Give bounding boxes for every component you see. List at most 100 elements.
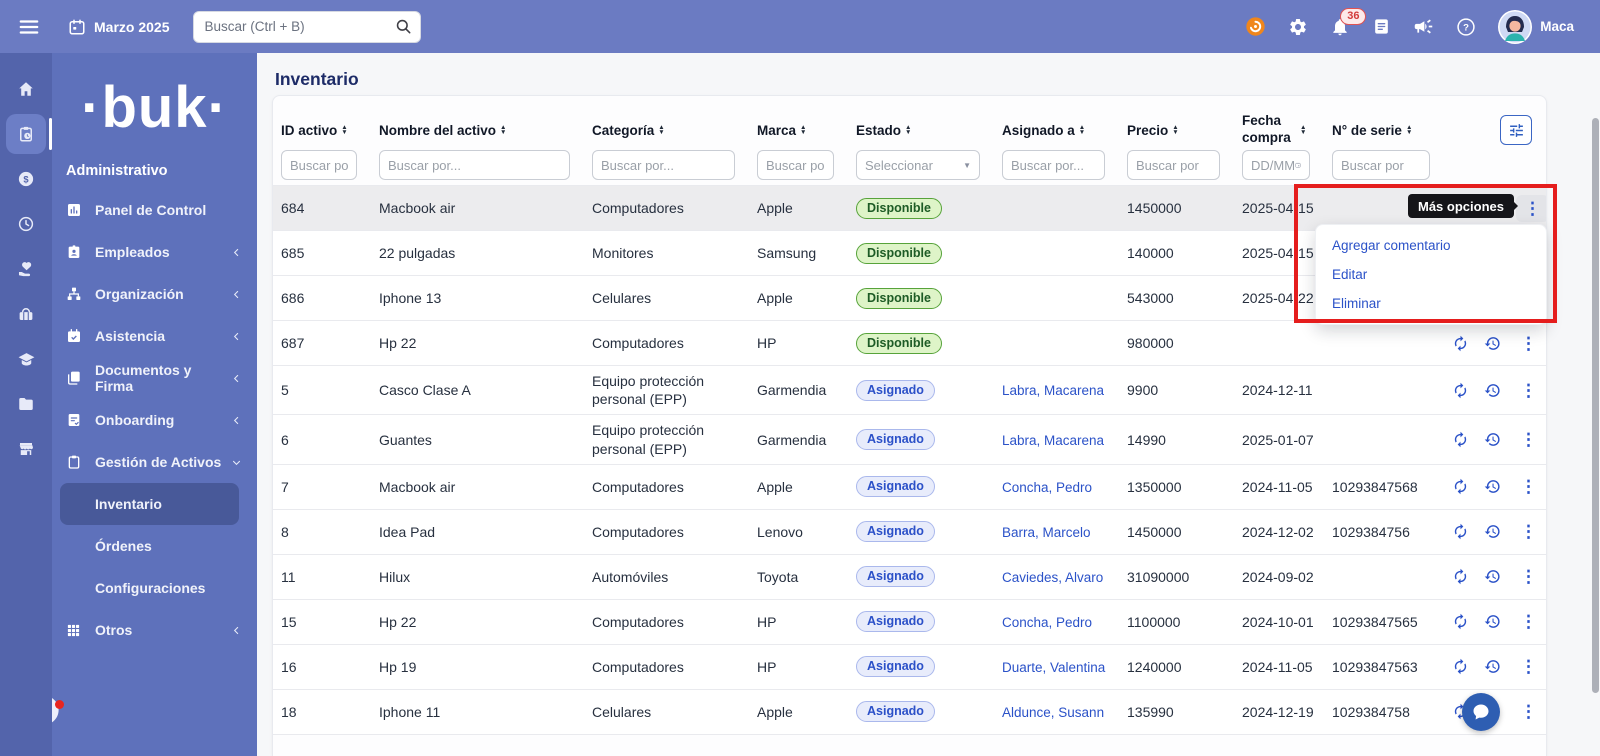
row-reassign-button[interactable] [1452,431,1469,448]
filter-marca-input[interactable] [757,150,834,180]
row-more-button[interactable]: ⋮ [1516,523,1541,540]
filter-categoria-input[interactable] [592,150,735,180]
rewards-button[interactable] [1245,16,1266,37]
rail-marketplace-button[interactable] [6,429,46,469]
row-history-button[interactable] [1484,613,1501,630]
row-reassign-button[interactable] [1452,478,1469,495]
row-reassign-button[interactable] [1452,523,1469,540]
filter-serie-input[interactable] [1332,150,1430,180]
menu-item-agregar-comentario[interactable]: Agregar comentario [1332,238,1451,253]
table-row[interactable]: 11 Hilux Automóviles Toyota Asignado Cav… [273,554,1546,600]
assignee-link[interactable]: Duarte, Valentina [1002,659,1106,675]
row-more-button[interactable]: ⋮ [1516,431,1541,448]
rail-culture-button[interactable] [6,294,46,334]
assignee-link[interactable]: Aldunce, Susann [1002,704,1105,720]
assignee-link[interactable]: Caviedes, Alvaro [1002,569,1104,585]
row-more-button[interactable]: ⋮ [1516,194,1546,222]
row-history-button[interactable] [1484,568,1501,585]
sidebar-item-ordenes[interactable]: Órdenes [95,538,152,554]
row-more-button[interactable]: ⋮ [1516,478,1541,495]
sidebar-item-documentos-y-firma[interactable]: Documentos y Firma [52,357,257,399]
row-more-button[interactable]: ⋮ [1516,613,1541,630]
rail-benefits-button[interactable] [6,249,46,289]
filter-asignado-input[interactable] [1002,150,1105,180]
table-row[interactable]: 684 Macbook air Computadores Apple Dispo… [273,186,1546,231]
notifications-button[interactable]: 36 [1330,7,1367,37]
row-more-button[interactable]: ⋮ [1516,335,1541,352]
row-history-button[interactable] [1484,431,1501,448]
sidebar-item-empleados[interactable]: Empleados [52,231,257,273]
col-header-asignado-a[interactable]: Asignado a ▲ ▼ [1002,122,1086,138]
row-more-button[interactable]: ⋮ [1516,703,1541,720]
rail-assets-button[interactable] [6,114,52,154]
menu-item-eliminar[interactable]: Eliminar [1332,296,1381,311]
assignee-link[interactable]: Concha, Pedro [1002,614,1093,630]
menu-toggle-button[interactable] [18,16,40,38]
table-row[interactable]: 15 Hp 22 Computadores HP Asignado Concha… [273,599,1546,645]
row-reassign-button[interactable] [1452,382,1469,399]
row-history-button[interactable] [1484,523,1501,540]
sidebar-item-gestion-de-activos[interactable]: Gestión de Activos [52,441,257,483]
col-header-fecha-compra[interactable]: Fecha compra ▲ ▼ [1242,113,1307,145]
row-history-button[interactable] [1484,335,1501,352]
col-header-id-activo[interactable]: ID activo ▲ ▼ [281,122,348,138]
rail-time-button[interactable] [6,204,46,244]
assignee-link[interactable]: Concha, Pedro [1002,479,1093,495]
rail-home-button[interactable] [6,69,46,109]
menu-item-editar[interactable]: Editar [1332,267,1368,282]
row-more-button[interactable]: ⋮ [1516,568,1541,585]
row-more-button[interactable]: ⋮ [1516,382,1541,399]
table-row[interactable]: 5 Casco Clase A Equipo protección person… [273,366,1546,416]
assignee-link[interactable]: Barra, Marcelo [1002,524,1091,540]
row-reassign-button[interactable] [1452,335,1469,352]
table-row[interactable]: 8 Idea Pad Computadores Lenovo Asignado … [273,509,1546,555]
row-reassign-button[interactable] [1452,613,1469,630]
filter-estado-select[interactable]: Seleccionar ▼ [856,150,980,180]
filter-fecha-input[interactable]: DD/MM [1242,150,1310,180]
sidebar-item-otros[interactable]: Otros [52,609,257,651]
table-row[interactable]: 687 Hp 22 Computadores HP Disponible 980… [273,321,1546,366]
rail-files-button[interactable] [6,384,46,424]
assignee-link[interactable]: Labra, Macarena [1002,383,1105,399]
user-menu[interactable]: Maca [1498,9,1574,44]
col-header-nombre[interactable]: Nombre del activo ▲ ▼ [379,122,507,138]
vertical-scrollbar[interactable] [1592,118,1599,693]
table-row[interactable]: 6 Guantes Equipo protección personal (EP… [273,415,1546,465]
search-icon[interactable] [394,17,413,41]
col-header-estado[interactable]: Estado ▲ ▼ [856,122,912,138]
row-history-button[interactable] [1484,382,1501,399]
sidebar-item-organizacion[interactable]: Organización [52,273,257,315]
rail-payroll-button[interactable]: $ [6,159,46,199]
row-reassign-button[interactable] [1452,568,1469,585]
col-header-serie[interactable]: N° de serie ▲ ▼ [1332,122,1413,138]
assignee-link[interactable]: Labra, Macarena [1002,432,1105,448]
announcements-button[interactable] [1413,16,1434,37]
table-row[interactable]: 7 Macbook air Computadores Apple Asignad… [273,464,1546,510]
row-reassign-button[interactable] [1452,658,1469,675]
col-header-marca[interactable]: Marca ▲ ▼ [757,122,807,138]
sidebar-item-configuraciones[interactable]: Configuraciones [95,580,206,596]
filter-precio-input[interactable] [1127,150,1220,180]
table-row[interactable]: 16 Hp 19 Computadores HP Asignado Duarte… [273,644,1546,690]
sidebar-item-onboarding[interactable]: Onboarding [52,399,257,441]
row-more-button[interactable]: ⋮ [1516,658,1541,675]
row-history-button[interactable] [1484,658,1501,675]
settings-button[interactable] [1288,17,1308,37]
row-history-button[interactable] [1484,478,1501,495]
sidebar-item-inventario[interactable]: Inventario [60,483,239,525]
column-settings-button[interactable] [1500,115,1532,145]
global-search-input[interactable] [193,10,422,43]
notes-button[interactable] [1372,17,1391,36]
rail-training-button[interactable] [6,339,46,379]
sidebar-item-asistencia[interactable]: Asistencia [52,315,257,357]
period-selector[interactable]: Marzo 2025 [68,18,169,36]
support-chat-fab[interactable] [1462,693,1500,731]
filter-nombre-input[interactable] [379,150,570,180]
col-header-precio[interactable]: Precio ▲ ▼ [1127,122,1179,138]
help-button[interactable]: ? [1456,17,1476,37]
sidebar-item-panel-de-control[interactable]: Panel de Control [52,189,257,231]
filter-id-input[interactable] [281,150,357,180]
col-header-categoria[interactable]: Categoría ▲ ▼ [592,122,665,138]
table-row[interactable]: 18 Iphone 11 Celulares Apple Asignado Al… [273,689,1546,735]
calendar-icon [68,18,86,36]
